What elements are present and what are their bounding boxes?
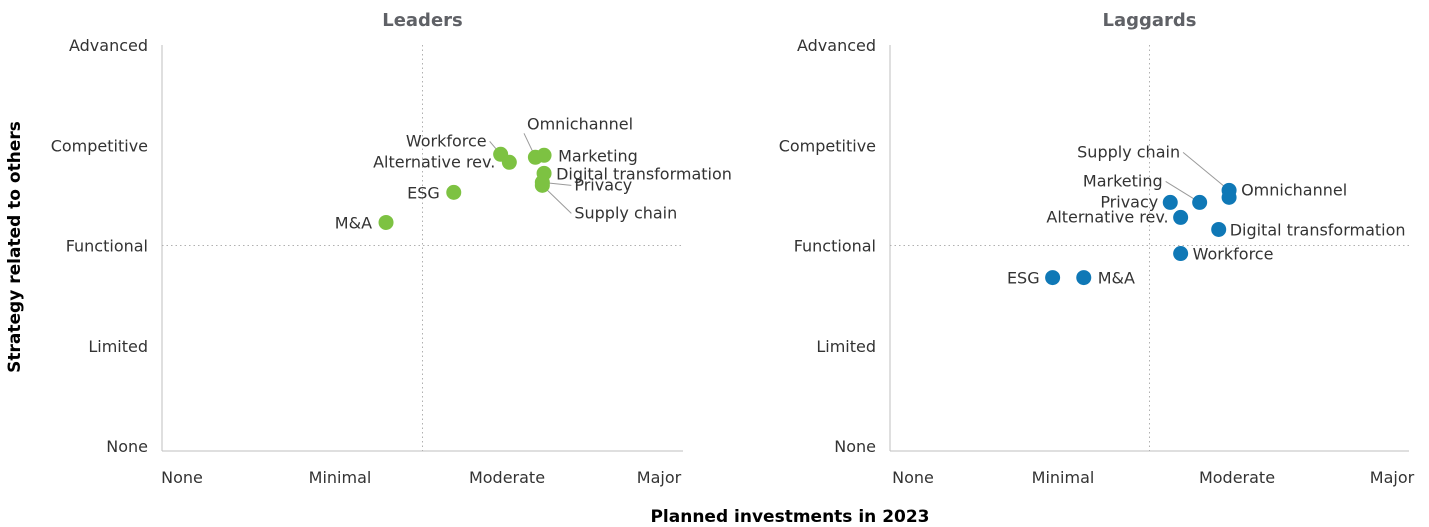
x-axis-title: Planned investments in 2023 — [650, 507, 929, 527]
point-omnichannel — [1221, 189, 1237, 205]
point-marketing — [536, 147, 552, 163]
point-label-alternative-rev: Alternative rev. — [373, 152, 495, 171]
point-manda — [378, 214, 394, 230]
x-tick-label-minimal: Minimal — [309, 468, 372, 487]
point-esg — [1045, 270, 1061, 286]
x-tick-label-moderate: Moderate — [1199, 468, 1275, 487]
point-label-manda: M&A — [1098, 269, 1135, 288]
point-label-supply-chain: Supply chain — [1077, 142, 1180, 161]
y-axis-title: Strategy related to others — [5, 121, 25, 373]
point-supply-chain — [534, 177, 550, 193]
point-label-privacy: Privacy — [574, 175, 632, 194]
point-alternative-rev — [501, 154, 517, 170]
y-tick-label-functional: Functional — [66, 237, 148, 256]
y-tick-label-limited: Limited — [88, 337, 148, 356]
x-tick-label-moderate: Moderate — [469, 468, 545, 487]
x-tick-label-major: Major — [1370, 468, 1415, 487]
y-tick-label-advanced: Advanced — [69, 36, 148, 55]
chart-title: Laggards — [1102, 10, 1196, 31]
x-tick-label-minimal: Minimal — [1032, 468, 1095, 487]
point-privacy — [1162, 194, 1178, 210]
point-manda — [1076, 270, 1092, 286]
point-label-digital-transformation: Digital transformation — [1230, 220, 1406, 239]
point-label-marketing: Marketing — [558, 146, 638, 165]
y-tick-label-limited: Limited — [816, 337, 876, 356]
point-label-workforce: Workforce — [1193, 245, 1274, 264]
y-tick-label-competitive: Competitive — [51, 136, 148, 155]
point-marketing — [1192, 194, 1208, 210]
leaders-panel: Leaders None Limited Functional Competitive A… — [51, 10, 732, 487]
laggards-panel: Laggards None Limited Functional Competitive… — [779, 10, 1415, 487]
point-label-omnichannel: Omnichannel — [527, 114, 633, 133]
y-tick-label-competitive: Competitive — [779, 136, 876, 155]
y-tick-label-advanced: Advanced — [797, 36, 876, 55]
point-label-omnichannel: Omnichannel — [1241, 180, 1347, 199]
point-digital-transformation — [1211, 221, 1227, 237]
point-label-privacy: Privacy — [1100, 192, 1158, 211]
leader-line-supply-chain — [1182, 151, 1230, 191]
point-label-supply-chain: Supply chain — [574, 203, 677, 222]
x-tick-label-none: None — [892, 468, 934, 487]
point-label-alternative-rev: Alternative rev. — [1046, 207, 1168, 226]
point-label-esg: ESG — [1007, 269, 1040, 288]
x-tick-label-none: None — [161, 468, 203, 487]
point-label-manda: M&A — [335, 213, 372, 232]
y-tick-label-functional: Functional — [794, 237, 876, 256]
point-label-workforce: Workforce — [406, 131, 487, 150]
point-alternative-rev — [1173, 209, 1189, 225]
point-workforce — [1173, 246, 1189, 262]
y-tick-label-none: None — [106, 437, 148, 456]
chart-title: Leaders — [382, 10, 463, 31]
x-tick-label-major: Major — [637, 468, 682, 487]
point-label-esg: ESG — [407, 183, 440, 202]
y-tick-label-none: None — [834, 437, 876, 456]
point-esg — [446, 184, 462, 200]
point-label-marketing: Marketing — [1083, 171, 1163, 190]
point-label-digital-transformation: Digital transformation — [556, 164, 732, 183]
